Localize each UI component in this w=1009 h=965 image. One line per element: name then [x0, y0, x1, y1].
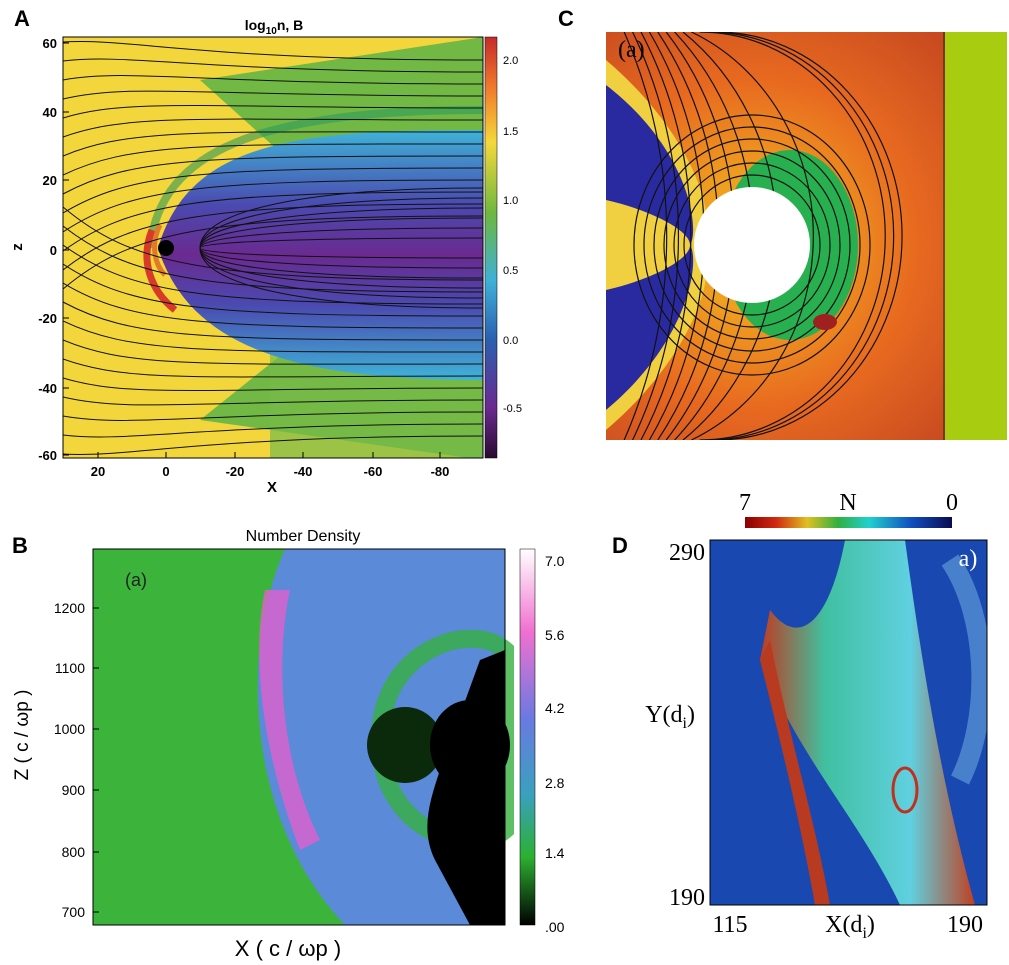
image	[63, 37, 483, 460]
x-tick-label: 190	[947, 912, 983, 938]
colorbar-tick-label: 1.5	[503, 126, 518, 138]
colorbar-tick-label: 0.5	[503, 265, 518, 277]
y-axis-label: z	[9, 243, 26, 251]
x-tick-label: -60	[364, 464, 383, 479]
panel-label: A	[14, 6, 30, 31]
panel-c: C (a)	[558, 6, 1009, 440]
colorbar-tick-label: 0.0	[503, 335, 518, 347]
colorbar-tick-label: 7.0	[545, 553, 565, 569]
inset-label: a)	[959, 546, 978, 572]
colorbar-tick-label: 5.6	[545, 627, 565, 643]
colorbar-tick-label: 1.4	[545, 845, 565, 861]
panel-b: B Number Density (a) Z ( c / ωp ) X ( c …	[12, 528, 535, 961]
colorbar-title: N	[839, 490, 856, 516]
panel-title: Number Density	[246, 528, 361, 545]
y-tick-label: -40	[38, 381, 57, 396]
y-tick-label: 800	[62, 844, 86, 860]
x-axis-label: X ( c / ωp )	[235, 936, 341, 961]
title-sub: 10	[266, 26, 278, 37]
x-axis-label: X	[267, 479, 277, 496]
colorbar-tick-label: 4.2	[545, 700, 565, 716]
y-tick-label: 900	[62, 782, 86, 798]
y-tick-label: 60	[43, 36, 57, 51]
colorbar-tick-label: .00	[545, 919, 565, 935]
colorbar-tick-label: -0.5	[503, 403, 522, 415]
image	[93, 549, 510, 925]
label-part: )	[867, 912, 875, 938]
y-tick-label: 40	[43, 105, 57, 120]
y-tick-label: 190	[669, 885, 705, 911]
x-tick-label: -80	[431, 464, 450, 479]
x-tick-label: 20	[91, 464, 105, 479]
panel-label: D	[612, 533, 628, 558]
colorbar-min: 0	[946, 490, 958, 516]
panel-label: B	[12, 533, 28, 558]
y-tick-label: 1200	[54, 600, 85, 616]
y-tick-label: 20	[43, 173, 57, 188]
colorbar	[745, 517, 952, 528]
x-tick-label: -20	[226, 464, 245, 479]
colorbar-tick-label: 2.8	[545, 775, 565, 791]
title-part: log	[245, 17, 266, 33]
x-tick-label: 0	[162, 464, 169, 479]
label-part: Y(d	[645, 702, 682, 728]
panel-a: A log10n, B z X	[9, 6, 497, 496]
y-tick-label: 0	[50, 243, 57, 258]
inset-label: (a)	[618, 37, 645, 63]
label-part: X(d	[825, 912, 862, 938]
figure: A log10n, B z X B Number Density (a) Z (…	[0, 0, 1009, 965]
y-axis-label: Z ( c / ωp )	[12, 690, 33, 781]
inset-label: (a)	[125, 570, 147, 590]
title-part: n, B	[277, 17, 303, 33]
panel-title: log10n, B	[245, 17, 304, 37]
colorbar-tick-label: 2.0	[503, 55, 518, 67]
image	[710, 540, 987, 905]
label-part: )	[687, 702, 695, 728]
panel-label: C	[558, 6, 574, 31]
y-axis-label: Y(di)	[645, 702, 695, 732]
y-tick-label: 290	[669, 540, 705, 566]
y-tick-label: 1100	[55, 660, 85, 676]
colorbar-tick-label: 1.0	[503, 195, 518, 207]
x-tick-label: 115	[712, 912, 747, 938]
x-axis-label: X(di)	[825, 912, 875, 942]
image	[606, 32, 1009, 440]
y-tick-label: -20	[38, 311, 57, 326]
x-tick-label: -40	[294, 464, 313, 479]
y-tick-label: 1000	[54, 721, 85, 737]
y-tick-label: 700	[62, 904, 86, 920]
colorbar-max: 7	[739, 490, 751, 516]
y-tick-label: -60	[38, 448, 57, 463]
